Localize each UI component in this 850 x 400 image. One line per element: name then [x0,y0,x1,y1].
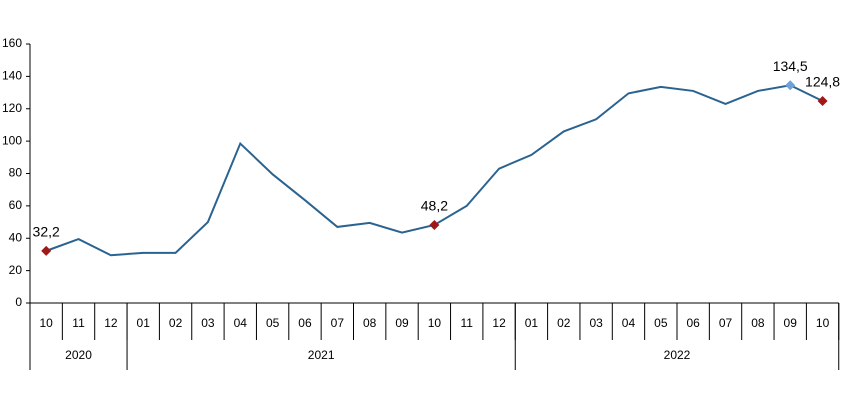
x-tick-label: 10 [39,316,53,330]
y-tick-label: 120 [2,101,22,115]
x-tick-label: 08 [363,316,377,330]
x-tick-label: 07 [719,316,733,330]
y-tick-label: 140 [2,69,22,83]
marker [429,219,440,230]
y-tick-label: 60 [9,198,23,212]
x-tick-label: 01 [525,316,539,330]
y-tick-label: 20 [9,263,23,277]
marker [785,80,796,91]
data-label: 48,2 [421,198,448,214]
y-tick-label: 0 [15,295,22,309]
data-label: 32,2 [33,224,60,240]
x-tick-label: 05 [654,316,668,330]
y-tick-label: 100 [2,133,22,147]
x-tick-label: 02 [169,316,183,330]
data-label: 134,5 [773,58,808,74]
marker [41,245,52,256]
x-tick-label: 04 [234,316,248,330]
year-label: 2022 [664,348,691,362]
y-tick-label: 160 [2,36,22,50]
x-tick-label: 11 [72,316,85,330]
x-tick-label: 05 [266,316,280,330]
data-label: 124,8 [805,74,840,90]
x-tick-label: 09 [784,316,798,330]
x-tick-label: 01 [137,316,151,330]
x-tick-label: 06 [686,316,700,330]
x-tick-label: 06 [298,316,312,330]
marker [817,95,828,106]
year-label: 2020 [65,348,92,362]
x-tick-label: 03 [201,316,215,330]
x-tick-label: 12 [104,316,118,330]
x-tick-label: 09 [395,316,409,330]
x-tick-label: 07 [331,316,345,330]
x-tick-label: 03 [589,316,603,330]
year-label: 2021 [308,348,335,362]
x-tick-label: 12 [492,316,506,330]
x-tick-label: 08 [751,316,765,330]
y-tick-label: 80 [9,166,23,180]
y-tick-label: 40 [9,230,23,244]
x-tick-label: 11 [460,316,473,330]
x-tick-label: 10 [816,316,830,330]
x-tick-label: 04 [622,316,636,330]
x-tick-label: 10 [428,316,442,330]
x-tick-label: 02 [557,316,571,330]
